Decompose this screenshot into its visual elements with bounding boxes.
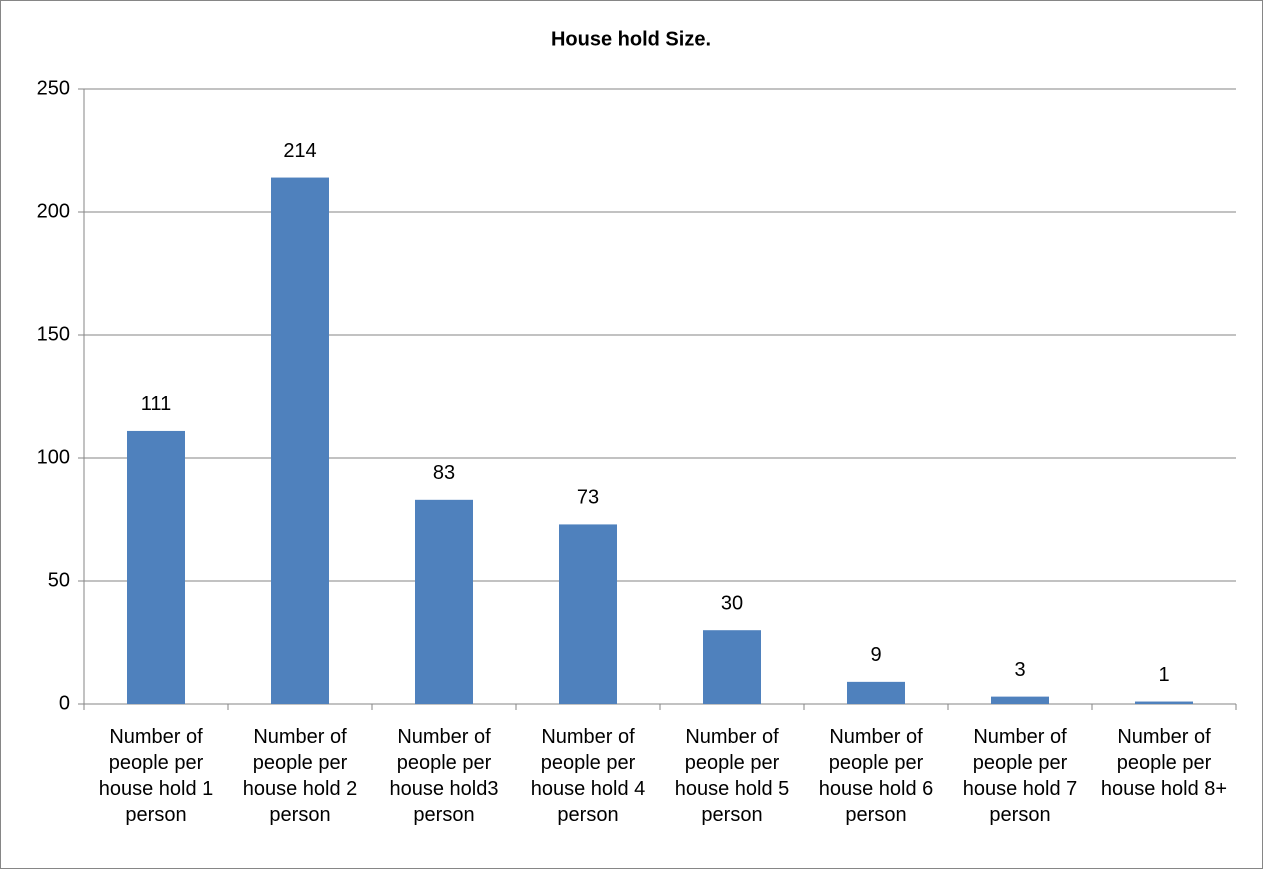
x-tick-label: Number of people per house hold 7 person — [962, 726, 1078, 826]
x-tick-label: Number of people per house hold 1 person — [98, 726, 214, 826]
bar — [559, 524, 617, 704]
y-tick-label: 200 — [37, 200, 70, 222]
bar — [847, 681, 905, 704]
y-tick-label: 50 — [48, 569, 70, 591]
x-tick-label: Number of people per house hold 8+ — [1100, 726, 1228, 800]
x-tick-label: Number of people per house hold 4 person — [530, 726, 646, 826]
bar — [1135, 701, 1193, 704]
bar — [703, 630, 761, 704]
data-label: 83 — [433, 462, 455, 484]
x-tick-label: Number of people per house hold 2 person — [242, 726, 358, 826]
bar — [415, 499, 473, 704]
data-label: 30 — [721, 592, 743, 614]
y-tick-label: 150 — [37, 323, 70, 345]
data-label: 214 — [283, 140, 316, 162]
data-label: 1 — [1158, 664, 1169, 686]
chart-title: House hold Size. — [551, 28, 711, 50]
data-label: 3 — [1014, 659, 1025, 681]
bar — [271, 177, 329, 704]
y-tick-label: 250 — [37, 77, 70, 99]
x-tick-label: Number of people per house hold 5 person — [674, 726, 790, 826]
data-label: 111 — [141, 393, 171, 415]
data-label: 9 — [870, 644, 881, 666]
x-tick-label: Number of people per house hold 6 person — [818, 726, 934, 826]
data-label: 73 — [577, 487, 599, 509]
y-tick-label: 0 — [59, 692, 70, 714]
x-tick-label: Number of people per house hold3 person — [389, 726, 499, 826]
y-tick-label: 100 — [37, 446, 70, 468]
bar — [127, 430, 185, 704]
bar — [991, 696, 1049, 704]
